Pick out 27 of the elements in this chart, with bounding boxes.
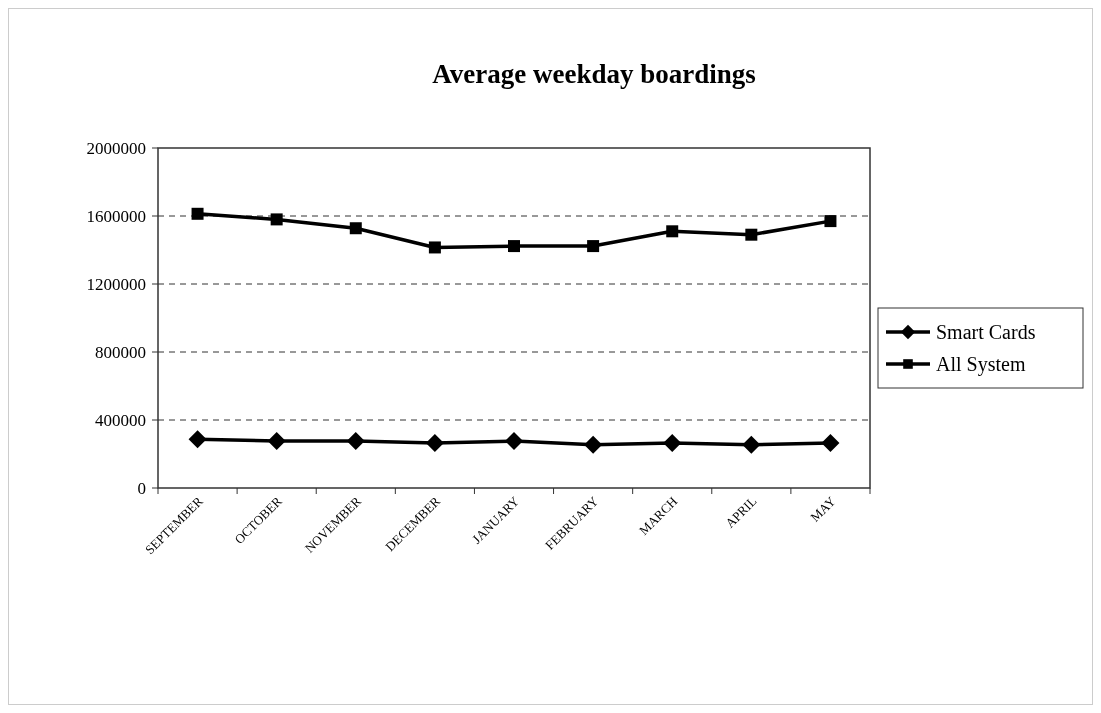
point: [663, 433, 682, 452]
point: [188, 430, 207, 449]
point: [270, 213, 283, 226]
legend-label: All System: [936, 353, 1026, 376]
y-tick-label: 400000: [95, 410, 146, 430]
point: [587, 240, 600, 253]
point: [824, 215, 837, 228]
point: [346, 432, 365, 451]
point: [428, 241, 441, 254]
point: [349, 222, 362, 235]
point: [505, 432, 523, 451]
point: [742, 435, 761, 454]
point: [267, 432, 286, 451]
y-tick-label: 1600000: [86, 206, 146, 226]
point: [191, 207, 204, 220]
y-tick-label: 800000: [95, 342, 146, 362]
y-tick-label: 1200000: [86, 274, 146, 294]
point: [821, 433, 840, 452]
y-tick-label: 2000000: [86, 138, 146, 158]
chart-title: Average weekday boardings: [432, 59, 756, 89]
point: [425, 433, 444, 452]
point: [745, 228, 758, 241]
y-tick-label: 0: [137, 478, 146, 498]
point: [508, 240, 520, 253]
legend-label: Smart Cards: [936, 321, 1036, 343]
point: [666, 225, 679, 238]
point: [584, 435, 603, 454]
